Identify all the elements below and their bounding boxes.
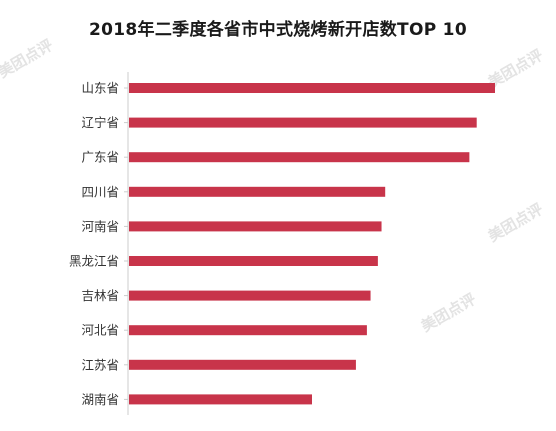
axis-layer [124, 72, 129, 415]
category-label: 吉林省 [81, 288, 119, 303]
watermark-text-1: 美团点评 [485, 200, 546, 246]
bar-8 [129, 359, 356, 370]
category-label: 黑龙江省 [69, 254, 119, 269]
bar-2 [129, 152, 470, 163]
bar-1 [129, 117, 477, 128]
bars-layer [129, 83, 495, 405]
category-label: 河北省 [81, 323, 119, 338]
category-label: 辽宁省 [81, 115, 119, 130]
bar-7 [129, 325, 367, 336]
category-label: 江苏省 [81, 357, 119, 372]
bar-4 [129, 221, 382, 232]
bar-0 [129, 83, 495, 93]
bar-9 [129, 394, 312, 405]
bar-5 [129, 256, 378, 266]
watermark-text-2: 美团点评 [418, 290, 479, 336]
bar-6 [129, 290, 371, 301]
chart-title: 2018年二季度各省市中式烧烤新开店数TOP 10 [89, 20, 467, 40]
category-label: 湖南省 [81, 392, 119, 407]
category-label: 山东省 [81, 81, 119, 96]
category-label: 广东省 [81, 150, 119, 165]
bar-3 [129, 186, 386, 197]
category-label: 河南省 [81, 219, 119, 234]
category-label: 四川省 [81, 184, 119, 199]
watermark-text-3: 美团点评 [0, 36, 56, 82]
